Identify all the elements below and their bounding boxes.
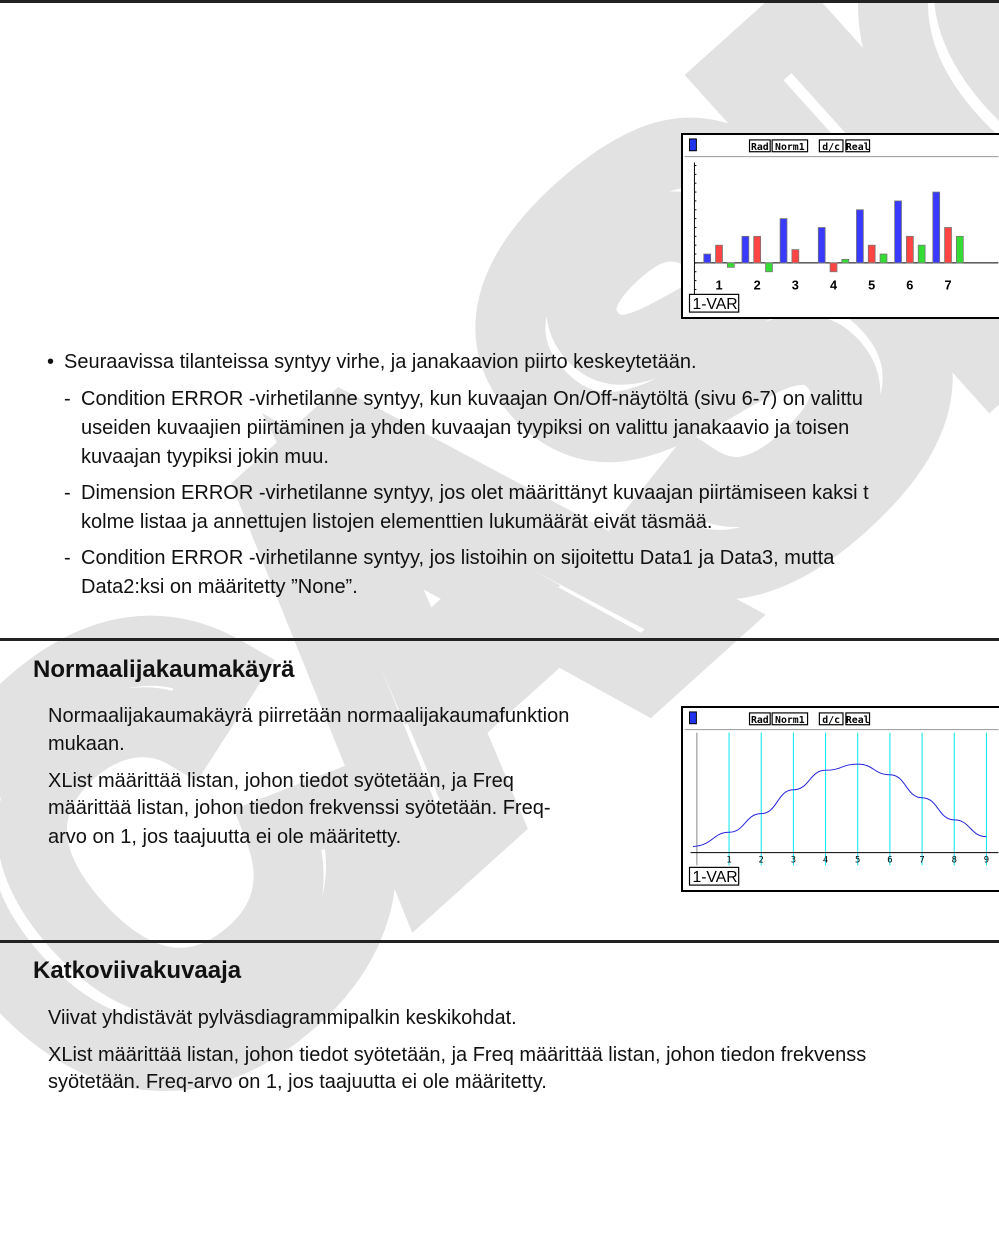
status-badge-label: Real bbox=[846, 142, 870, 153]
paragraph-line: määrittää listan, johon tiedon frekvenss… bbox=[48, 797, 551, 819]
x-tick-label: 8 bbox=[952, 855, 957, 865]
normal-curve-screen: Rad Norm1 d/c Real 1-VAR 1 2 3 4 5 6 7 8 9 bbox=[681, 706, 999, 892]
status-badge-label: Norm1 bbox=[775, 142, 805, 153]
status-badge-label: Rad bbox=[751, 142, 769, 153]
bar bbox=[879, 253, 888, 264]
bar bbox=[867, 244, 876, 264]
mode-label-box bbox=[688, 293, 740, 313]
bar bbox=[741, 235, 750, 264]
paragraph-line: Viivat yhdistävät pylväsdiagrammipalkin … bbox=[48, 1007, 517, 1029]
bar bbox=[765, 262, 773, 273]
paragraph-line: mukaan. bbox=[48, 733, 125, 755]
section-rule bbox=[0, 638, 999, 641]
x-tick-label: 6 bbox=[887, 855, 892, 865]
x-tick-label: 1 bbox=[726, 855, 731, 865]
status-badge bbox=[748, 712, 771, 726]
bar bbox=[817, 227, 826, 264]
normal-curve-chart: Rad Norm1 d/c Real 1-VAR 1 2 3 4 5 6 7 8 9 bbox=[684, 711, 999, 886]
x-tick-label: 7 bbox=[944, 277, 951, 292]
dash-marker: - bbox=[64, 547, 71, 569]
mode-label: 1-VAR bbox=[692, 296, 737, 313]
bar bbox=[791, 249, 800, 264]
section-title-broken-line: Katkoviivakuvaaja bbox=[33, 957, 242, 984]
x-tick-label: 3 bbox=[792, 277, 799, 292]
battery-icon bbox=[689, 138, 697, 152]
normal-curve bbox=[692, 763, 987, 848]
status-badge-label: Norm1 bbox=[775, 715, 805, 726]
paragraph-line: syötetään. Freq-arvo on 1, jos taajuutta… bbox=[48, 1071, 547, 1093]
bullet-icon: • bbox=[47, 351, 55, 373]
x-tick-label: 2 bbox=[754, 277, 761, 292]
bar bbox=[726, 262, 735, 268]
bar bbox=[829, 262, 838, 273]
x-tick-label: 5 bbox=[855, 855, 860, 865]
status-badge bbox=[818, 712, 844, 726]
mode-label: 1-VAR bbox=[692, 869, 737, 886]
bar bbox=[894, 200, 902, 264]
status-badge-label: d/c bbox=[822, 715, 840, 726]
bullet-intro: Seuraavissa tilanteissa syntyy virhe, ja… bbox=[64, 351, 697, 373]
top-rule bbox=[0, 0, 999, 3]
bar bbox=[703, 253, 712, 264]
x-tick-label: 4 bbox=[830, 277, 838, 292]
section-title-normal: Normaalijakaumakäyrä bbox=[33, 656, 295, 683]
paragraph-line: Normaalijakaumakäyrä piirretään normaali… bbox=[48, 705, 570, 727]
paragraph-line: arvo on 1, jos taajuutta ei ole määritet… bbox=[48, 826, 402, 848]
status-badge bbox=[771, 712, 809, 726]
status-badge bbox=[771, 139, 809, 153]
error-item-line: Condition ERROR -virhetilanne syntyy, jo… bbox=[81, 547, 835, 569]
bar bbox=[956, 235, 964, 264]
bar bbox=[856, 209, 864, 264]
x-tick-label: 6 bbox=[906, 277, 913, 292]
bar-chart: Rad Norm1 d/c Real 1-VAR 1 2 3 4 5 6 7 bbox=[684, 138, 999, 313]
error-item-line: Data2:ksi on määritetty ”None”. bbox=[81, 576, 358, 598]
dash-marker: - bbox=[64, 388, 71, 410]
dash-marker: - bbox=[64, 482, 71, 504]
bar bbox=[932, 191, 941, 264]
status-badge-label: Real bbox=[846, 715, 870, 726]
x-tick-label: 4 bbox=[823, 855, 828, 865]
x-tick-label: 9 bbox=[984, 855, 989, 865]
bar bbox=[917, 244, 926, 264]
error-item-line: kolme listaa ja annettujen listojen elem… bbox=[81, 511, 713, 533]
section-rule bbox=[0, 940, 999, 943]
status-badge bbox=[845, 139, 871, 153]
x-tick-label: 7 bbox=[919, 855, 924, 865]
error-item-line: kuvaajan tyypiksi jokin muu. bbox=[81, 446, 329, 468]
paragraph-line: XList määrittää listan, johon tiedot syö… bbox=[48, 1044, 867, 1066]
x-tick-label: 2 bbox=[759, 855, 764, 865]
x-tick-label: 1 bbox=[715, 277, 722, 292]
status-badge bbox=[818, 139, 844, 153]
bar-graph-screen: Rad Norm1 d/c Real 1-VAR 1 2 3 4 5 6 7 bbox=[681, 133, 999, 319]
paragraph-line: XList määrittää listan, johon tiedot syö… bbox=[48, 770, 514, 792]
x-tick-label: 5 bbox=[868, 277, 875, 292]
bar bbox=[841, 258, 850, 264]
bar bbox=[779, 218, 788, 264]
x-tick-label: 3 bbox=[791, 855, 796, 865]
error-item-line: Dimension ERROR -virhetilanne syntyy, jo… bbox=[81, 482, 869, 504]
status-badge-label: Rad bbox=[751, 715, 769, 726]
error-item-line: useiden kuvaajien piirtäminen ja yhden k… bbox=[81, 417, 850, 439]
bar bbox=[906, 235, 914, 264]
bar bbox=[715, 244, 723, 264]
mode-label-box bbox=[688, 866, 740, 886]
status-badge bbox=[845, 712, 871, 726]
battery-icon bbox=[689, 711, 697, 725]
error-item-line: Condition ERROR -virhetilanne syntyy, ku… bbox=[81, 388, 863, 410]
bar bbox=[944, 227, 952, 264]
bar bbox=[753, 235, 762, 264]
status-badge bbox=[748, 139, 771, 153]
status-badge-label: d/c bbox=[822, 142, 840, 153]
